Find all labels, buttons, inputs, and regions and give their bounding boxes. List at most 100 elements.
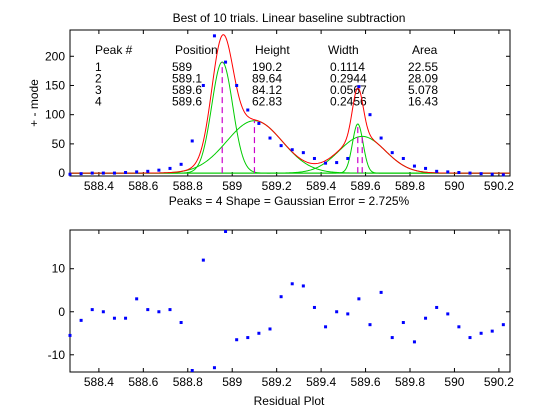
data-point — [346, 156, 350, 160]
top-x-tick-label: 588.8 — [173, 179, 203, 193]
top-chart-title: Best of 10 trials. Linear baseline subtr… — [173, 11, 406, 25]
data-point — [312, 156, 316, 160]
peak-table-cell: 0.2456 — [330, 95, 367, 109]
residual-point — [101, 310, 105, 314]
top-x-tick-label: 589.8 — [395, 179, 425, 193]
residual-point — [457, 325, 461, 329]
residual-point — [501, 323, 505, 327]
peak-table-header: Width — [328, 43, 359, 57]
peak-table-cell: 89.64 — [252, 72, 282, 86]
peak-table-cell: 84.12 — [252, 83, 282, 97]
residual-point — [379, 290, 383, 294]
fit-curve — [70, 34, 510, 174]
residual-point — [446, 312, 450, 316]
data-point — [435, 169, 439, 173]
data-point — [124, 170, 128, 174]
residual-point — [490, 329, 494, 333]
data-point — [68, 172, 72, 176]
data-point — [135, 170, 139, 174]
data-point — [501, 173, 505, 177]
peak-table-header: Peak # — [95, 43, 133, 57]
data-point — [490, 172, 494, 176]
residual-point — [168, 308, 172, 312]
residual-point — [190, 369, 194, 372]
residual-point — [468, 336, 472, 340]
residual-point — [368, 323, 372, 327]
residual-x-tick-label: 589.2 — [262, 375, 292, 389]
data-point — [301, 151, 305, 155]
top-marks — [68, 34, 510, 177]
peak-table-cell: 190.2 — [252, 60, 282, 74]
data-point — [235, 83, 239, 87]
data-point — [268, 136, 272, 140]
residual-point — [335, 310, 339, 314]
top-x-tick-label: 588.6 — [128, 179, 158, 193]
residual-point — [212, 366, 216, 370]
residual-x-tick-label: 589 — [222, 375, 242, 389]
top-y-tick-label: 200 — [45, 49, 65, 63]
residual-x-tick-label: 590.2 — [484, 375, 514, 389]
peak-table-cell: 1 — [95, 60, 102, 74]
residual-point — [246, 336, 250, 340]
residual-point — [268, 327, 272, 331]
residual-point — [146, 308, 150, 312]
data-point — [79, 172, 83, 176]
data-point — [412, 164, 416, 168]
data-point — [468, 171, 472, 175]
residual-point — [235, 338, 239, 342]
residual-axes: 588.4 588.6 588.8 589 589.2 589.4 589.6 589.8 59… — [48, 230, 514, 389]
peak-table-cell: 22.55 — [408, 60, 438, 74]
residual-point — [290, 282, 294, 286]
top-y-tick-label: 50 — [52, 137, 66, 151]
data-point — [168, 166, 172, 170]
residual-x-tick-label: 588.6 — [128, 375, 158, 389]
top-x-tick-label: 589 — [222, 179, 242, 193]
residual-point — [179, 321, 183, 325]
residual-point — [357, 297, 361, 301]
residual-y-tick-label: 0 — [58, 305, 65, 319]
data-point — [324, 161, 328, 165]
peak-table-cell: 3 — [95, 83, 102, 97]
residual-marks — [68, 230, 505, 372]
top-y-axis-label: + - mode — [27, 79, 41, 127]
top-x-tick-label: 588.4 — [84, 179, 114, 193]
peak-table-cell: 589.1 — [172, 72, 202, 86]
data-point — [146, 169, 150, 173]
peak-table-cell: 589.6 — [172, 83, 202, 97]
residual-point — [312, 305, 316, 309]
residual-point — [435, 305, 439, 309]
peak-table-cell: 16.43 — [408, 95, 438, 109]
residual-point — [68, 333, 72, 337]
peak-table-cell: 62.83 — [252, 95, 282, 109]
data-point — [90, 171, 94, 175]
top-x-tick-label: 590 — [444, 179, 464, 193]
residual-x-tick-label: 588.8 — [173, 375, 203, 389]
residual-plot-label: Residual Plot — [254, 394, 325, 408]
residual-point — [401, 321, 405, 325]
top-x-tick-label: 590.2 — [484, 179, 514, 193]
data-point — [335, 161, 339, 165]
data-point — [101, 171, 105, 175]
residual-point — [257, 331, 261, 335]
data-point — [279, 144, 283, 148]
peak-table-cell: 589.6 — [172, 95, 202, 109]
data-point — [290, 148, 294, 152]
residual-point — [201, 258, 205, 262]
residual-point — [346, 312, 350, 316]
residual-point — [324, 325, 328, 329]
data-point — [190, 139, 194, 143]
residual-point — [90, 308, 94, 312]
residual-x-tick-label: 589.4 — [306, 375, 336, 389]
residual-plot-frame — [69, 229, 511, 373]
residual-x-tick-label: 589.6 — [351, 375, 381, 389]
top-y-tick-label: 0 — [58, 166, 65, 180]
residual-point — [79, 318, 83, 322]
residual-point — [390, 336, 394, 340]
residual-y-tick-label: 10 — [52, 262, 66, 276]
data-point — [424, 166, 428, 170]
data-point — [179, 162, 183, 166]
data-point — [201, 83, 205, 87]
peak-table-cell: 0.2944 — [330, 72, 367, 86]
residual-point — [157, 310, 161, 314]
